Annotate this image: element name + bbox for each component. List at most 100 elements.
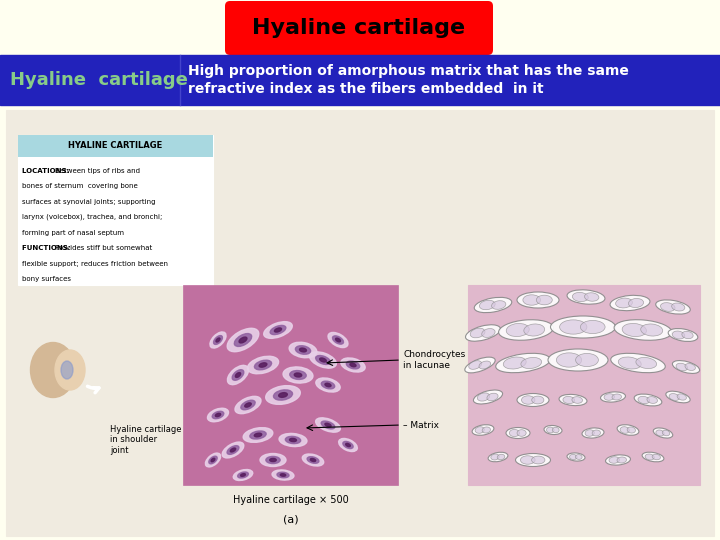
Bar — [18, 135, 213, 157]
Ellipse shape — [622, 323, 647, 336]
Ellipse shape — [350, 363, 356, 367]
Ellipse shape — [521, 456, 535, 464]
Ellipse shape — [315, 355, 330, 364]
Ellipse shape — [238, 472, 248, 478]
Ellipse shape — [216, 338, 220, 342]
Ellipse shape — [517, 394, 549, 407]
Ellipse shape — [676, 363, 688, 371]
Ellipse shape — [280, 474, 286, 476]
Bar — [183, 285, 398, 485]
Ellipse shape — [325, 383, 331, 387]
Ellipse shape — [235, 396, 261, 414]
Ellipse shape — [551, 316, 616, 338]
Ellipse shape — [260, 454, 286, 467]
Ellipse shape — [243, 428, 273, 442]
Ellipse shape — [207, 408, 228, 422]
Ellipse shape — [307, 457, 319, 463]
Ellipse shape — [346, 443, 351, 447]
Ellipse shape — [612, 394, 621, 400]
Ellipse shape — [325, 423, 331, 427]
Text: – Matrix: – Matrix — [403, 421, 439, 429]
Ellipse shape — [609, 457, 619, 463]
Ellipse shape — [215, 413, 220, 417]
Ellipse shape — [668, 328, 698, 341]
Ellipse shape — [614, 320, 672, 340]
Ellipse shape — [285, 436, 301, 444]
Ellipse shape — [235, 373, 240, 377]
Ellipse shape — [209, 456, 217, 464]
Ellipse shape — [636, 357, 657, 368]
Ellipse shape — [544, 426, 562, 435]
Ellipse shape — [531, 396, 544, 404]
Text: refractive index as the fibers embedded  in it: refractive index as the fibers embedded … — [188, 82, 544, 96]
Ellipse shape — [315, 418, 341, 432]
Ellipse shape — [469, 361, 482, 369]
Ellipse shape — [487, 393, 498, 401]
Ellipse shape — [279, 434, 307, 447]
Ellipse shape — [617, 457, 626, 463]
Ellipse shape — [653, 428, 672, 438]
Ellipse shape — [572, 293, 588, 301]
Ellipse shape — [634, 394, 662, 406]
Ellipse shape — [610, 295, 650, 310]
Ellipse shape — [245, 403, 251, 407]
Ellipse shape — [270, 326, 286, 335]
Ellipse shape — [277, 472, 289, 478]
Ellipse shape — [516, 454, 551, 467]
Ellipse shape — [321, 421, 335, 429]
Text: Hyaline cartilage
in shoulder
joint: Hyaline cartilage in shoulder joint — [110, 425, 181, 455]
Ellipse shape — [662, 430, 670, 436]
Ellipse shape — [233, 469, 253, 481]
Ellipse shape — [320, 358, 326, 362]
Ellipse shape — [205, 453, 220, 467]
Ellipse shape — [482, 427, 490, 433]
Ellipse shape — [321, 381, 335, 389]
Ellipse shape — [228, 328, 258, 352]
Ellipse shape — [629, 299, 644, 308]
Ellipse shape — [641, 324, 662, 336]
Ellipse shape — [295, 346, 310, 354]
Ellipse shape — [239, 337, 247, 343]
Ellipse shape — [563, 396, 575, 403]
Ellipse shape — [482, 328, 495, 338]
Ellipse shape — [310, 458, 315, 462]
Ellipse shape — [672, 331, 685, 339]
Ellipse shape — [572, 397, 582, 403]
Ellipse shape — [310, 352, 336, 368]
Text: surfaces at synovial joints; supporting: surfaces at synovial joints; supporting — [22, 199, 156, 205]
Ellipse shape — [248, 356, 279, 374]
Ellipse shape — [645, 454, 654, 460]
Ellipse shape — [685, 363, 696, 370]
Ellipse shape — [30, 342, 76, 397]
Ellipse shape — [672, 303, 685, 311]
Ellipse shape — [479, 361, 490, 369]
Ellipse shape — [506, 428, 530, 438]
Ellipse shape — [672, 361, 700, 374]
Ellipse shape — [279, 393, 287, 397]
Ellipse shape — [524, 324, 544, 336]
Ellipse shape — [232, 370, 244, 380]
Ellipse shape — [559, 320, 587, 334]
Text: Hyaline cartilage: Hyaline cartilage — [253, 18, 466, 38]
Ellipse shape — [480, 300, 495, 310]
Ellipse shape — [264, 322, 292, 339]
Ellipse shape — [496, 353, 550, 373]
Ellipse shape — [656, 430, 664, 436]
Ellipse shape — [341, 358, 365, 372]
Ellipse shape — [210, 332, 226, 348]
Ellipse shape — [61, 361, 73, 379]
Ellipse shape — [627, 427, 636, 433]
Ellipse shape — [266, 456, 280, 463]
Ellipse shape — [266, 386, 300, 404]
Text: larynx (voicebox), trachea, and bronchi;: larynx (voicebox), trachea, and bronchi; — [22, 214, 163, 220]
Ellipse shape — [272, 470, 294, 480]
Ellipse shape — [477, 393, 490, 401]
Ellipse shape — [234, 334, 252, 347]
Bar — [0, 55, 720, 105]
Ellipse shape — [274, 328, 282, 332]
Ellipse shape — [567, 290, 605, 304]
Ellipse shape — [474, 298, 512, 313]
Ellipse shape — [575, 353, 598, 367]
Ellipse shape — [302, 454, 324, 466]
Ellipse shape — [521, 357, 541, 368]
